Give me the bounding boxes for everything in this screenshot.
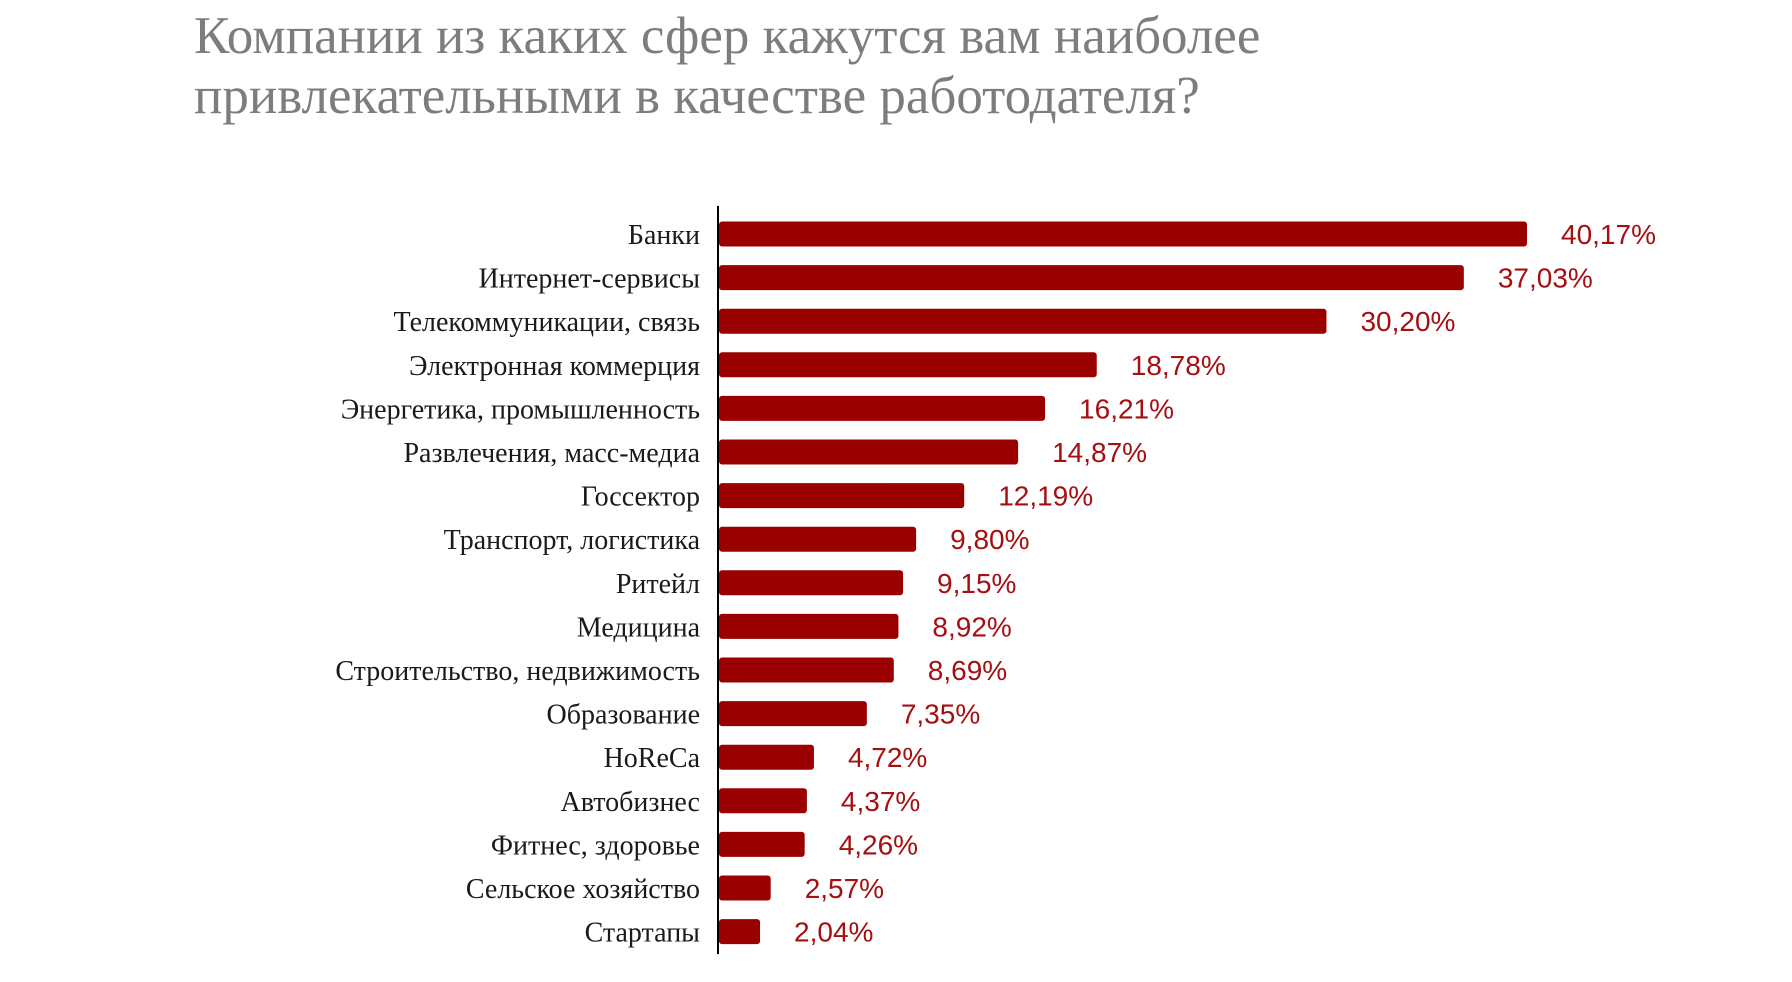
- value-label: 12,19%: [998, 481, 1093, 512]
- category-label: Госсектор: [581, 482, 700, 513]
- chart-title: Компании из каких сфер кажутся вам наибо…: [194, 7, 1261, 125]
- category-label: Автобизнес: [561, 787, 700, 818]
- value-label: 18,78%: [1131, 350, 1226, 381]
- value-label: 4,37%: [841, 786, 920, 817]
- value-label: 8,69%: [928, 655, 1007, 686]
- bar: [719, 657, 894, 683]
- category-label: Транспорт, логистика: [444, 525, 701, 556]
- bar: [719, 831, 805, 857]
- value-label: 40,17%: [1561, 219, 1656, 250]
- value-label: 9,15%: [937, 568, 1016, 599]
- bar: [719, 875, 771, 901]
- value-label: 7,35%: [901, 699, 980, 730]
- category-label: Ритейл: [616, 569, 700, 600]
- value-label: 2,57%: [805, 873, 884, 904]
- value-label: 16,21%: [1079, 393, 1174, 424]
- category-label: Медицина: [577, 612, 701, 643]
- value-label: 9,80%: [950, 524, 1029, 555]
- bar: [719, 613, 899, 639]
- bar: [719, 308, 1327, 334]
- value-label: 8,92%: [932, 611, 1011, 642]
- bar: [719, 221, 1527, 247]
- category-label: Образование: [547, 700, 700, 731]
- bar: [719, 744, 814, 770]
- category-label: Развлечения, масс-медиа: [403, 438, 700, 469]
- bar: [719, 395, 1046, 421]
- bar: [719, 526, 917, 552]
- value-label: 4,26%: [839, 829, 918, 860]
- bar: [719, 788, 807, 814]
- category-label: Телекоммуникации, связь: [394, 307, 700, 338]
- value-label: 2,04%: [794, 917, 873, 948]
- category-label: Стартапы: [585, 918, 701, 949]
- value-label: 37,03%: [1498, 263, 1593, 294]
- category-label: Строительство, недвижимость: [335, 656, 700, 687]
- category-label: Интернет-сервисы: [479, 264, 701, 295]
- value-label: 4,72%: [848, 742, 927, 773]
- bar: [719, 483, 965, 509]
- category-label: Сельское хозяйство: [466, 874, 700, 905]
- bar: [719, 570, 904, 596]
- bar: [719, 701, 867, 727]
- value-label: 14,87%: [1052, 437, 1147, 468]
- value-label: 30,20%: [1360, 306, 1455, 337]
- category-label: Энергетика, промышленность: [341, 394, 700, 425]
- bar: [719, 439, 1019, 465]
- category-label: Фитнес, здоровье: [491, 830, 700, 861]
- category-label: HoReCa: [604, 743, 701, 774]
- bar: [719, 352, 1097, 378]
- bars-group: Банки 40,17% Интернет-сервисы 37,03% Телеком…: [335, 219, 1656, 949]
- bar: [719, 265, 1464, 291]
- bar: [719, 919, 761, 945]
- category-label: Банки: [628, 220, 700, 251]
- category-label: Электронная коммерция: [409, 351, 700, 382]
